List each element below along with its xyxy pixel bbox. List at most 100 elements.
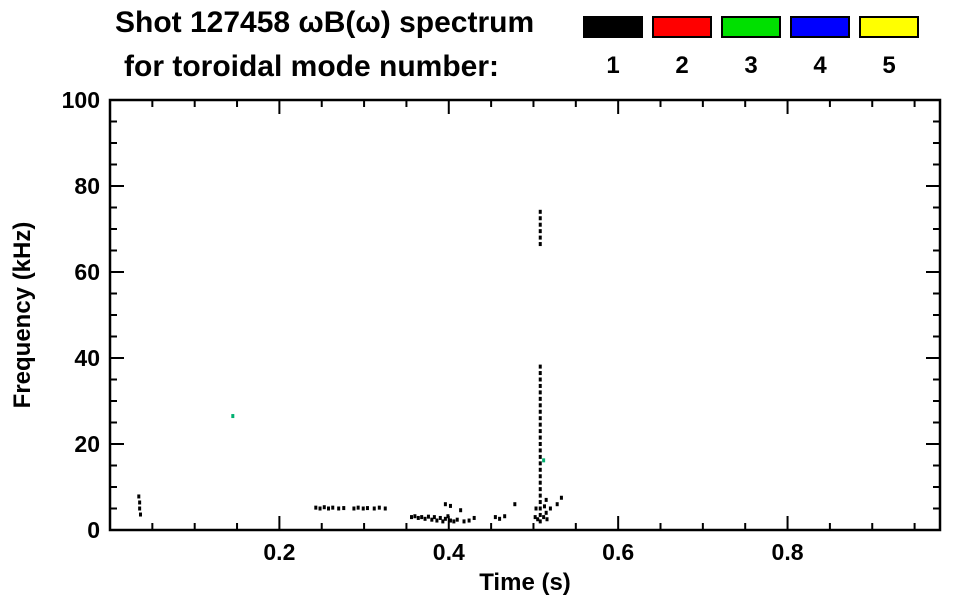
data-point [538,442,542,446]
legend-swatches [583,16,919,38]
legend-swatch [721,16,781,38]
data-point [538,500,542,505]
data-point [438,515,442,520]
data-point [538,429,542,434]
data-point [538,487,542,492]
data-point [435,518,439,523]
data-point [426,514,430,519]
data-point [538,383,542,388]
data-point [356,505,360,510]
chart-title: Shot 127458 ωB(ω) spectrum [115,6,535,39]
data-point [538,512,542,517]
data-point [342,506,346,511]
data-point [544,510,548,515]
data-point [538,454,542,459]
legend-mode-number: 1 [606,52,620,79]
data-point [544,497,548,502]
data-point [538,216,542,221]
data-point [533,515,537,520]
data-point [430,517,434,522]
data-point [365,506,369,511]
data-point [498,516,502,521]
y-tick-label: 80 [74,173,100,199]
data-point [503,514,507,519]
data-point [538,396,542,401]
data-point [467,518,471,523]
data-point [138,500,142,505]
legend-swatch [790,16,850,38]
data-point [538,222,542,227]
data-point [538,519,542,524]
y-tick-label: 0 [87,517,100,543]
data-point [372,506,376,511]
data-point [542,458,546,463]
data-point [322,505,326,510]
data-point [337,506,341,511]
data-point [314,505,318,510]
data-point [231,414,235,419]
plot-frame [108,98,942,532]
y-tick-label: 100 [62,90,100,113]
y-tick-label: 20 [74,431,100,457]
data-point [318,506,322,511]
data-point [538,371,542,376]
x-tick-label: 0.2 [263,539,295,565]
data-point [413,514,417,519]
data-point [538,416,542,421]
data-point [138,506,142,511]
x-axis-label: Time (s) [479,569,571,596]
data-point [377,505,381,510]
data-point [138,512,142,517]
y-tick-label: 60 [74,259,100,285]
legend-mode-number: 2 [675,52,689,79]
data-point [538,235,542,240]
data-point [448,518,452,523]
data-point [420,515,424,520]
data-point [538,377,542,382]
data-point [538,480,542,485]
data-point [448,503,452,508]
data-point [416,515,420,520]
data-point [538,364,542,369]
data-point [383,506,387,511]
data-point [446,514,450,519]
x-tick-label: 0.4 [433,539,465,565]
data-point [538,448,542,453]
data-point [459,508,463,513]
x-tick-label: 0.8 [772,539,804,565]
chart-subtitle: for toroidal mode number: [124,50,499,83]
data-point [538,467,542,472]
legend-swatch [583,16,643,38]
data-point [542,504,546,509]
data-point [538,493,542,498]
data-point [538,474,542,479]
data-point [443,516,447,521]
data-point [443,502,447,507]
data-point [538,390,542,395]
data-point [538,506,542,511]
y-tick-label: 40 [74,345,100,371]
data-point [361,506,365,511]
data-point [352,506,356,511]
data-point [327,506,331,511]
data-point [137,494,141,499]
data-point [441,519,445,524]
data-point [542,515,546,520]
data-point [536,517,540,522]
legend-mode-numbers: 1 2 3 4 5 [583,52,919,80]
data-point [538,403,542,408]
y-axis-label: Frequency (kHz) [9,222,36,409]
data-point [545,517,549,522]
x-tick-label: 0.6 [602,539,634,565]
data-point [538,209,542,214]
data-point [410,515,414,520]
data-point [548,506,552,511]
data-point [493,515,497,520]
legend-mode-number: 4 [813,52,827,79]
data-point [513,502,517,507]
data-point [432,515,436,520]
data-point [455,517,459,522]
legend-swatch [859,16,919,38]
data-point [462,519,466,524]
